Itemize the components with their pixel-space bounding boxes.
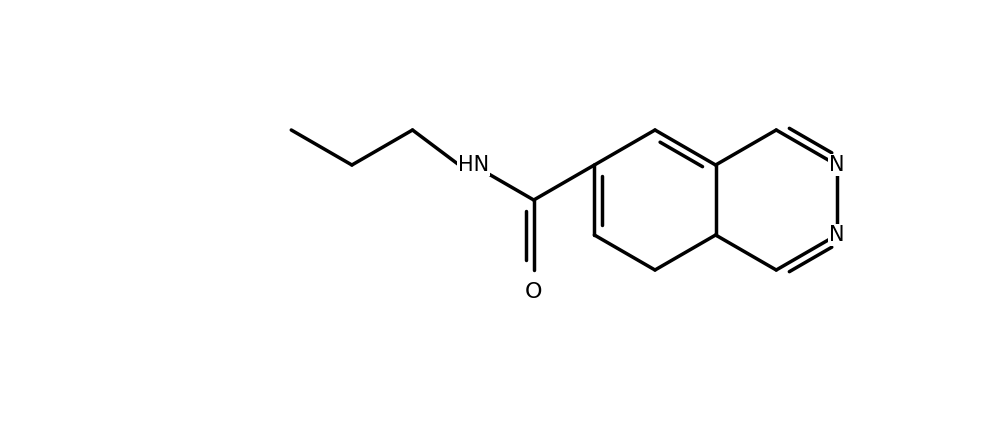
Text: N: N xyxy=(829,225,845,245)
Text: O: O xyxy=(525,282,543,302)
Text: HN: HN xyxy=(457,155,489,175)
Text: N: N xyxy=(829,155,845,175)
